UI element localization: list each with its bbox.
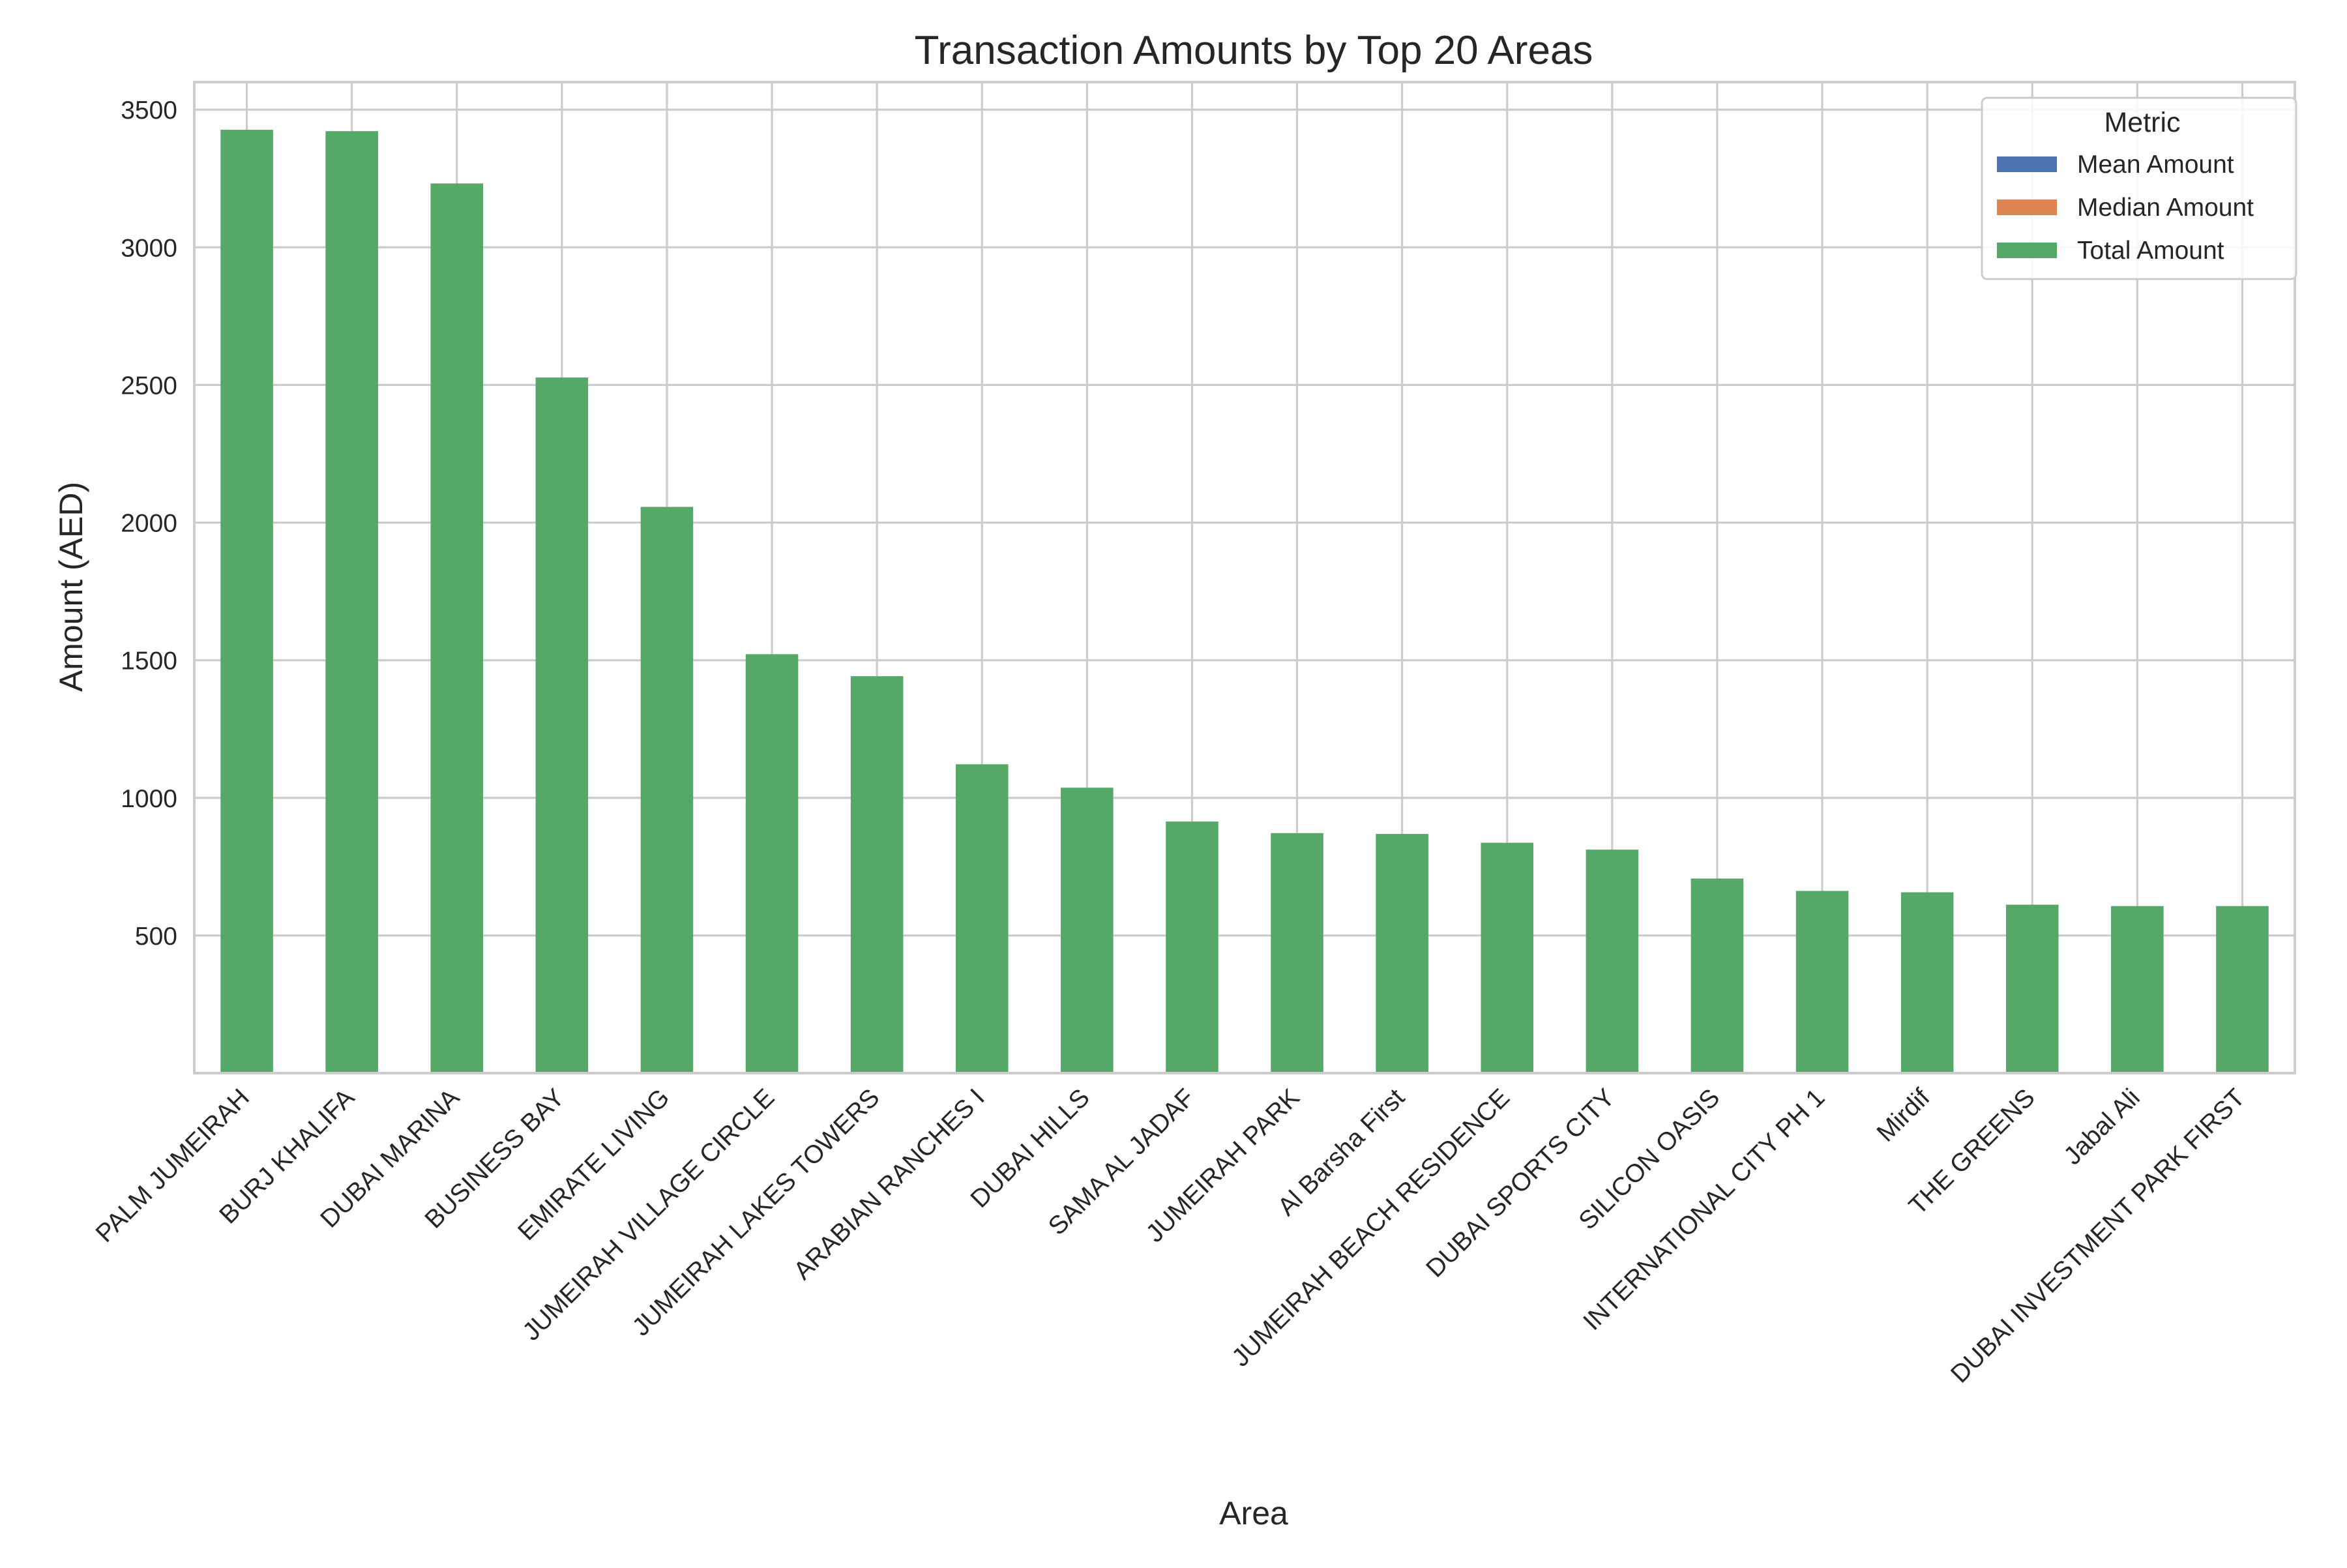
y-tick-label: 1500 [121, 647, 177, 675]
bar-total-amount [1481, 843, 1533, 1073]
legend: Metric Mean Amount Median Amount Total A… [1982, 98, 2296, 279]
bar-total-amount [2006, 905, 2059, 1073]
bar-total-amount [2216, 906, 2269, 1072]
bar-total-amount [1061, 788, 1114, 1072]
bar-total-amount [325, 131, 378, 1072]
legend-swatch-mean [1997, 156, 2057, 172]
legend-label-mean: Mean Amount [2077, 151, 2234, 179]
bar-total-amount [1376, 834, 1428, 1072]
legend-label-total: Total Amount [2077, 237, 2224, 265]
y-tick-label: 2000 [121, 510, 177, 538]
x-axis-title: Area [1219, 1495, 1288, 1531]
bar-total-amount [1796, 891, 1849, 1072]
y-tick-label: 3500 [121, 96, 177, 125]
y-tick-label: 3000 [121, 234, 177, 262]
y-axis-title: Amount (AED) [53, 482, 89, 692]
bar-total-amount [1901, 893, 1954, 1073]
y-tick-label: 1000 [121, 785, 177, 813]
bar-total-amount [2111, 906, 2164, 1072]
bar-total-amount [1166, 821, 1218, 1072]
bar-total-amount [641, 507, 694, 1072]
y-tick-label: 500 [135, 923, 177, 951]
bar-total-amount [1271, 833, 1323, 1072]
bar-total-amount [1691, 878, 1744, 1072]
bar-total-amount [956, 764, 1009, 1072]
legend-swatch-total [1997, 243, 2057, 258]
legend-title: Metric [2104, 107, 2180, 138]
legend-swatch-median [1997, 200, 2057, 215]
chart-title: Transaction Amounts by Top 20 Areas [915, 28, 1593, 73]
bar-total-amount [430, 183, 483, 1072]
legend-label-median: Median Amount [2077, 194, 2254, 222]
bar-total-amount [746, 654, 799, 1072]
bar-total-amount [536, 377, 589, 1072]
bar-total-amount [851, 676, 904, 1072]
bar-total-amount [1586, 850, 1639, 1072]
y-tick-label: 2500 [121, 372, 177, 400]
bar-total-amount [220, 130, 273, 1072]
